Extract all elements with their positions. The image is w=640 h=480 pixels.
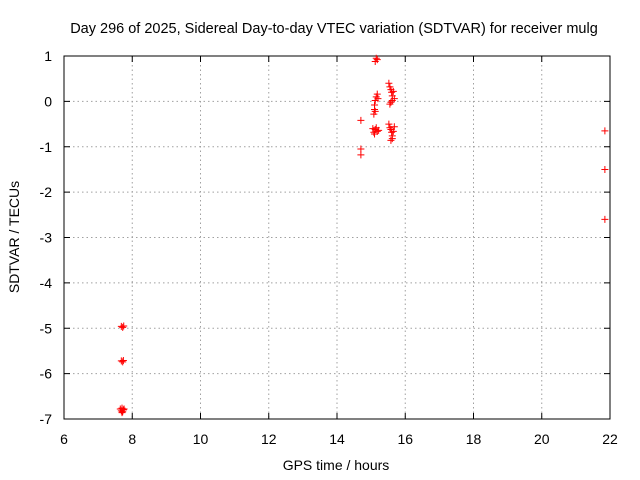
x-tick-label: 14 bbox=[329, 431, 345, 447]
grid-layer bbox=[64, 56, 610, 419]
chart-title: Day 296 of 2025, Sidereal Day-to-day VTE… bbox=[70, 21, 598, 37]
data-point bbox=[385, 120, 393, 128]
x-tick-label: 12 bbox=[261, 431, 277, 447]
x-tick-label: 20 bbox=[534, 431, 550, 447]
data-point bbox=[375, 126, 383, 134]
data-point bbox=[388, 135, 396, 143]
x-axis-label: GPS time / hours bbox=[283, 457, 390, 473]
y-tick-label: -4 bbox=[40, 275, 53, 291]
y-tick-labels: -7 -6 -5 -4 -3 -2 -1 0 1 bbox=[40, 48, 53, 427]
data-point bbox=[120, 322, 128, 330]
data-point bbox=[390, 95, 398, 103]
x-tick-label: 6 bbox=[60, 431, 68, 447]
y-tick-label: -6 bbox=[40, 366, 53, 382]
data-point bbox=[120, 405, 128, 413]
data-point bbox=[388, 128, 396, 136]
data-point bbox=[389, 87, 397, 95]
data-point bbox=[601, 215, 609, 223]
y-tick-label: -3 bbox=[40, 230, 53, 246]
x-tick-label: 22 bbox=[602, 431, 618, 447]
data-point bbox=[386, 124, 394, 132]
y-tick-label: -5 bbox=[40, 320, 53, 336]
x-tick-label: 18 bbox=[466, 431, 482, 447]
x-tick-label: 8 bbox=[128, 431, 136, 447]
data-point bbox=[601, 127, 609, 135]
data-point bbox=[357, 151, 365, 159]
y-axis-label: SDTVAR / TECUs bbox=[6, 181, 22, 293]
data-point bbox=[373, 127, 381, 135]
y-tick-label: 1 bbox=[44, 48, 52, 64]
data-point bbox=[118, 409, 126, 417]
data-point bbox=[119, 358, 127, 366]
data-point bbox=[386, 100, 394, 108]
data-point bbox=[119, 323, 127, 331]
data-points bbox=[116, 54, 609, 417]
data-point bbox=[390, 123, 398, 131]
data-point bbox=[387, 98, 395, 106]
data-point bbox=[385, 79, 393, 87]
data-point bbox=[371, 101, 379, 109]
data-point bbox=[357, 145, 365, 153]
data-point bbox=[357, 116, 365, 124]
y-tick-label: -7 bbox=[40, 411, 53, 427]
tick-layer bbox=[63, 55, 611, 420]
data-point bbox=[387, 136, 395, 144]
x-tick-label: 10 bbox=[193, 431, 209, 447]
data-point bbox=[388, 88, 396, 96]
data-point bbox=[601, 165, 609, 173]
data-point bbox=[373, 56, 381, 64]
y-tick-label: -2 bbox=[40, 184, 53, 200]
data-point bbox=[373, 90, 381, 98]
data-point bbox=[372, 54, 380, 62]
data-point bbox=[389, 127, 397, 135]
x-tick-label: 16 bbox=[397, 431, 413, 447]
data-point bbox=[371, 107, 379, 115]
y-tick-label: 0 bbox=[44, 93, 52, 109]
y-tick-label: -1 bbox=[40, 139, 53, 155]
data-point bbox=[119, 356, 127, 364]
data-point bbox=[374, 95, 382, 103]
x-tick-labels: 6 8 10 12 14 16 18 20 22 bbox=[60, 431, 618, 447]
